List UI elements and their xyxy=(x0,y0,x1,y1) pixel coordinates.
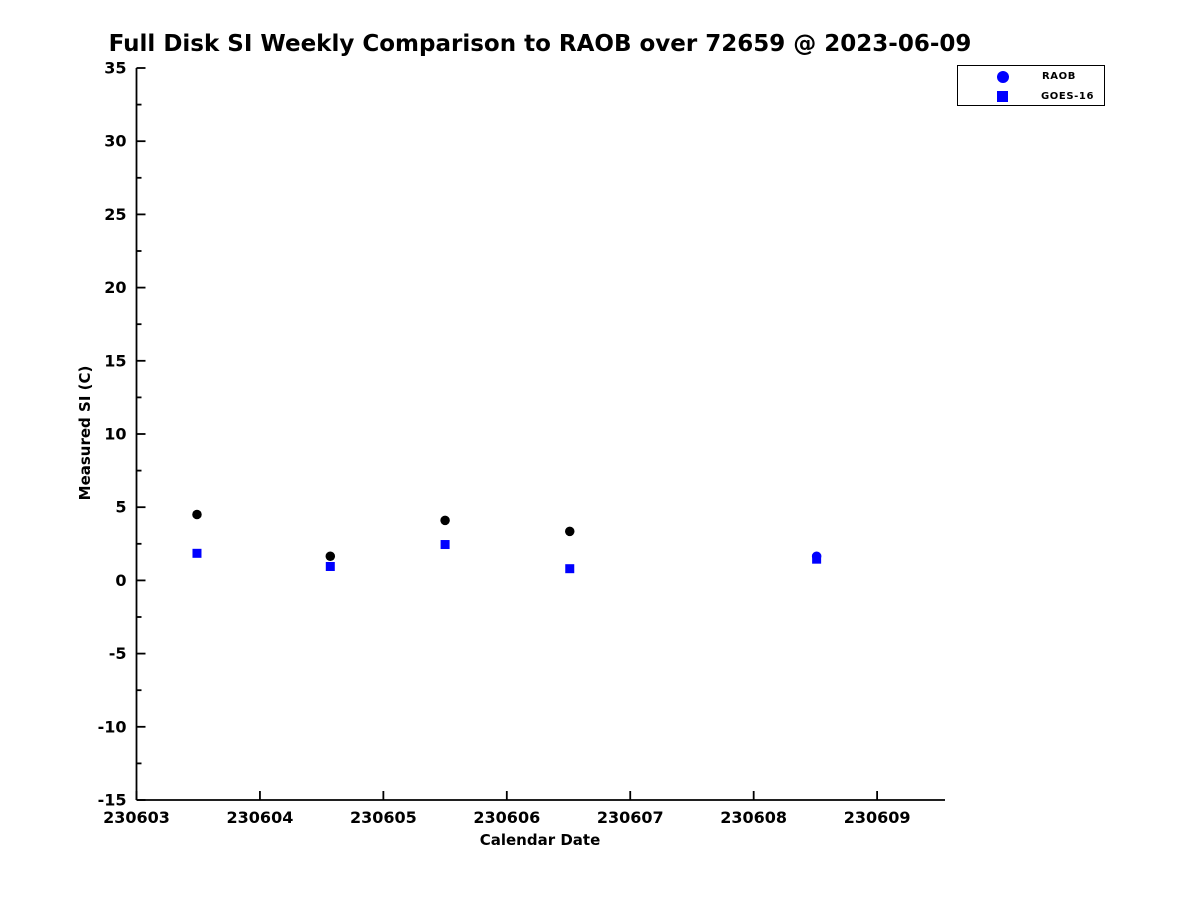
point-raob xyxy=(565,526,575,537)
x-tick-label: 230604 xyxy=(227,808,294,827)
y-tick-label: 5 xyxy=(115,498,126,517)
x-tick-label: 230605 xyxy=(350,808,417,827)
y-axis-label: Measured SI (C) xyxy=(76,365,94,501)
point-goes16 xyxy=(325,561,335,571)
y-tick-label: -15 xyxy=(98,791,127,810)
y-tick-label: 25 xyxy=(104,205,126,224)
legend: RAOB GOES-16 xyxy=(957,65,1105,106)
y-tick-label: 35 xyxy=(104,59,126,78)
x-tick-label: 230608 xyxy=(720,808,787,827)
legend-entry-raob: RAOB xyxy=(958,67,1104,86)
x-axis-label: Calendar Date xyxy=(479,831,601,849)
raob-circle-icon xyxy=(997,70,1009,83)
point-goes16 xyxy=(812,554,822,564)
point-goes16 xyxy=(440,540,450,550)
point-goes16 xyxy=(565,564,575,574)
point-raob xyxy=(440,515,450,526)
x-tick-label: 230607 xyxy=(597,808,664,827)
x-tick-label: 230606 xyxy=(473,808,540,827)
legend-entry-goes16: GOES-16 xyxy=(958,87,1104,106)
x-tick-label: 230609 xyxy=(844,808,911,827)
y-tick-label: 15 xyxy=(104,351,126,370)
legend-label-raob: RAOB xyxy=(1042,71,1076,82)
point-goes16 xyxy=(192,548,202,558)
y-tick-label: 30 xyxy=(104,132,126,151)
y-tick-label: -10 xyxy=(98,717,127,736)
chart-title: Full Disk SI Weekly Comparison to RAOB o… xyxy=(108,31,972,57)
legend-label-goes16: GOES-16 xyxy=(1041,91,1095,102)
point-raob xyxy=(325,551,336,561)
point-raob xyxy=(192,509,202,520)
y-tick-label: -5 xyxy=(109,644,127,663)
goes16-square-icon xyxy=(997,91,1008,102)
y-tick-label: 0 xyxy=(115,571,126,590)
y-tick-label: 10 xyxy=(104,425,126,444)
x-tick-label: 230603 xyxy=(103,808,170,827)
y-tick-label: 20 xyxy=(104,278,126,297)
